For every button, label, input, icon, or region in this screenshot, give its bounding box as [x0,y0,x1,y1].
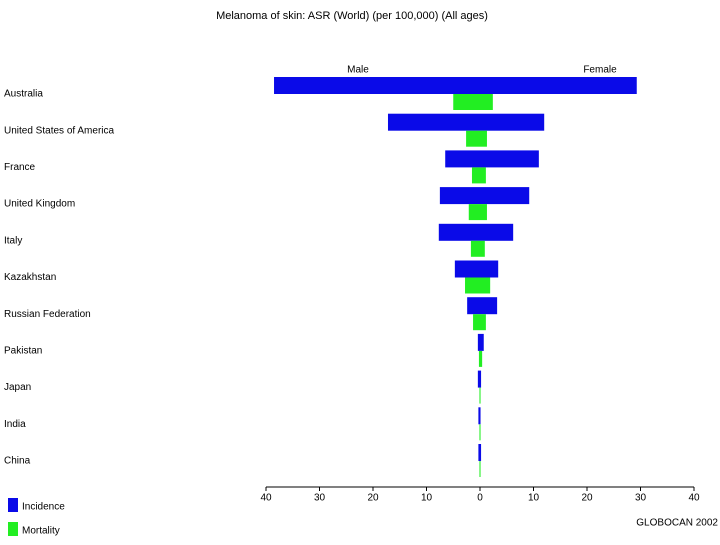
category-label: India [4,419,26,430]
bar [480,333,484,351]
side-label: Male [347,65,369,76]
bar [467,297,480,315]
bar [478,407,480,425]
bar [454,260,480,278]
x-tick-label: 30 [635,493,647,504]
bar [387,113,480,131]
x-tick-label: 10 [421,493,433,504]
bar [480,240,485,257]
bar [479,461,480,477]
bar [480,167,486,184]
bar [480,187,530,205]
bar [478,444,480,461]
chart-title: Melanoma of skin: ASR (World) (per 100,0… [216,10,488,22]
x-tick-label: 30 [314,493,326,504]
category-label: Pakistan [4,346,42,357]
category-label: France [4,162,36,173]
bar [479,387,480,404]
legend-swatch [8,498,18,512]
bar [453,94,480,110]
bar [480,260,499,278]
bar [480,314,486,331]
bar [468,204,480,221]
category-label: Kazakhstan [4,272,56,283]
source: GLOBOCAN 2002 [636,518,718,529]
x-tick-label: 20 [367,493,379,504]
bar [466,130,480,147]
category-label: Italy [4,235,22,246]
bar [480,150,539,168]
bar [480,444,482,461]
x-tick-label: 0 [477,493,483,504]
bar [477,370,480,388]
x-tick-label: 40 [688,493,700,504]
bar [478,350,480,367]
x-tick-label: 10 [528,493,540,504]
bar [480,130,487,147]
bar [438,223,480,241]
legend-swatch [8,522,18,536]
bar [480,407,481,425]
bar [480,113,545,131]
bar [480,223,514,241]
bar [465,277,480,294]
bar [477,333,480,351]
x-tick-label: 20 [581,493,593,504]
bar [480,387,481,404]
bar [470,240,480,257]
legend-label: Incidence [22,502,65,513]
bar [480,94,493,110]
category-label: Japan [4,382,31,393]
category-label: Russian Federation [4,309,91,320]
bar [480,297,498,315]
bar [480,350,483,367]
legend-label: Mortality [22,526,60,537]
bar [480,424,481,441]
bar [480,277,491,294]
bar [473,314,480,331]
bar [471,167,480,184]
bar [480,77,637,94]
bar [480,204,487,221]
category-label: China [4,456,31,467]
category-label: Australia [4,89,43,100]
side-label: Female [583,65,617,76]
category-label: United States of America [4,125,114,136]
bar [274,77,480,94]
bar [479,424,480,441]
bar [439,187,480,205]
category-label: United Kingdom [4,199,75,210]
x-tick-label: 40 [260,493,272,504]
bar [480,461,481,477]
bar [445,150,480,168]
bar [480,370,482,388]
